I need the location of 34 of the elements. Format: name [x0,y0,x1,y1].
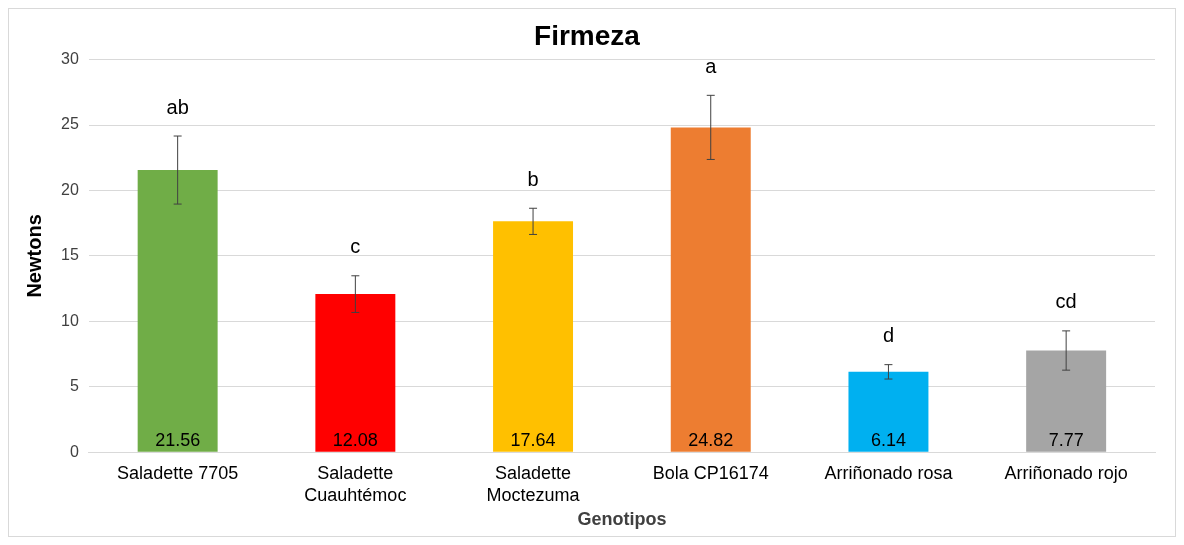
x-tick-label: Arriñonado rojo [1004,462,1128,483]
y-tick-label: 10 [61,311,79,329]
data-label: 12.08 [332,430,378,451]
data-label: 21.56 [155,430,201,451]
y-tick-label: 5 [69,377,79,395]
chart-title: Firmeza [534,19,641,51]
x-tick-label: Arriñonado rosa [824,462,954,483]
y-tick-label: 20 [61,180,79,198]
y-tick-label: 0 [69,442,79,460]
bar [670,127,751,452]
annotation: cd [1055,290,1077,313]
annotation: ab [166,95,189,118]
annotation: b [527,167,539,190]
y-axis-title: Newtons [22,214,45,298]
data-label: 17.64 [510,430,556,451]
y-tick-label: 15 [61,246,79,264]
bar [315,294,396,452]
data-label: 7.77 [1048,430,1084,451]
bar [493,221,574,452]
x-tick-label: Saladette 7705 [117,462,239,483]
annotation: a [705,54,718,77]
y-tick-label: 25 [61,115,79,133]
bar [1026,350,1107,452]
annotation: d [882,324,895,347]
data-label: 6.14 [870,430,906,451]
x-tick-label: Bola CP16174 [652,462,769,483]
bar [137,170,218,452]
bar [848,371,929,452]
data-label: 24.82 [688,430,734,451]
x-tick-label: Saladette Cuauhtémoc [304,462,407,505]
x-axis-title: Genotipos [577,509,667,530]
x-tick-label: Saladette Moctezuma [486,462,581,505]
y-tick-label: 30 [61,50,79,68]
annotation: c [350,235,361,258]
